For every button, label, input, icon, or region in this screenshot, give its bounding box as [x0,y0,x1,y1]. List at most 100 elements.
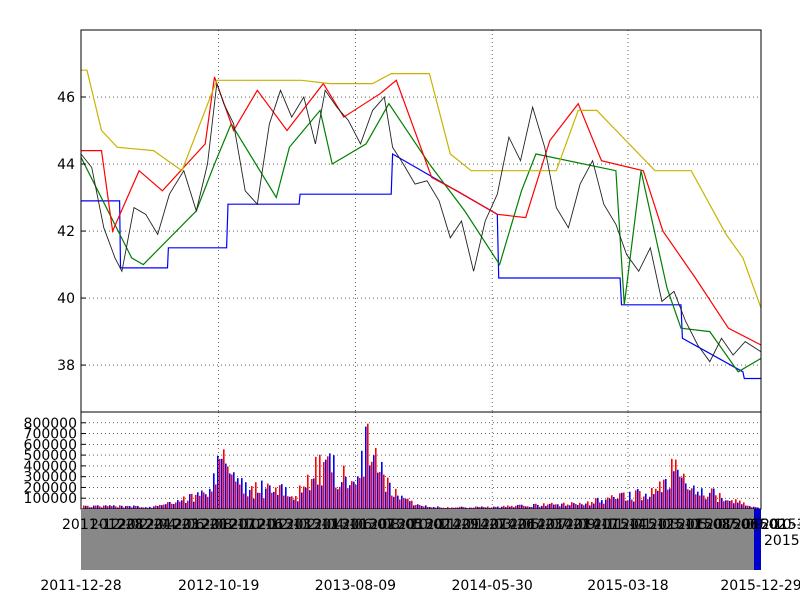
volume-bar [271,492,273,509]
volume-bar [325,459,327,509]
volume-bar [451,507,453,509]
volume-bar [675,459,677,509]
volume-bar [241,478,243,509]
volume-bar [211,491,213,509]
volume-bar [535,503,537,509]
volume-bar [655,488,657,509]
volume-bar [563,502,565,509]
volume-bar [273,491,275,509]
volume-bar [203,492,205,509]
volume-bar [667,489,669,509]
volume-bar [223,449,225,509]
volume-bar [695,494,697,509]
volume-bar [557,504,559,509]
volume-bar [129,506,131,509]
volume-bar [259,492,261,509]
volume-bar [361,450,363,509]
volume-bar [669,488,671,509]
volume-bar [407,498,409,509]
slider-handle[interactable] [754,509,761,570]
volume-bar [747,505,749,509]
volume-bar [519,504,521,509]
volume-bar [289,496,291,509]
price-series [80,69,762,380]
volume-bar [103,505,105,509]
volume-bar [339,486,341,509]
volume-bar [421,505,423,509]
volume-bar [197,492,199,509]
volume-bar [737,502,739,509]
volume-bar [581,504,583,509]
volume-bar [243,493,245,509]
volume-bar [427,507,429,509]
volume-bar [479,507,481,509]
volume-bar [127,505,129,509]
price-grid [81,30,761,412]
volume-bar [415,504,417,509]
volume-bar [571,502,573,509]
volume-bar [719,493,721,509]
volume-bar [343,465,345,509]
volume-bar [457,507,459,509]
volume-bar [729,500,731,509]
volume-bar [255,482,257,509]
volume-bar [733,503,735,509]
volume-bar [567,504,569,509]
volume-bar [353,481,355,509]
volume-bar [523,505,525,509]
volume-bar [183,496,185,509]
volume-bar [599,502,601,509]
volume-bar [139,507,141,509]
volume-y-tick-label: 600000 [24,437,77,453]
volume-bar [515,505,517,509]
volume-bar [323,462,325,509]
volume-bar [603,503,605,509]
volume-bar [227,466,229,509]
volume-y-tick-label: 300000 [24,470,77,486]
volume-bar [373,455,375,509]
volume-bar [511,505,513,509]
volume-bar [93,505,95,509]
volume-bar [735,499,737,509]
volume-bar [295,495,297,509]
volume-bar [587,501,589,509]
date-range-slider[interactable]: 2011-12-282012-02-242012-04-232012-06-20… [62,509,800,570]
volume-bar [149,506,151,509]
volume-bar [483,506,485,509]
volume-bar [195,494,197,509]
volume-bar [573,503,575,509]
volume-bar [331,472,333,509]
volume-bar [433,507,435,509]
volume-bar [281,484,283,509]
volume-bar [351,481,353,509]
volume-bars [83,423,759,509]
volume-bar [525,506,527,509]
volume-bar [391,495,393,509]
volume-bar [533,503,535,509]
volume-bar [585,503,587,509]
volume-bar [347,488,349,509]
volume-bar [481,506,483,509]
volume-y-tick-label: 500000 [24,448,77,464]
volume-bar [757,507,759,509]
slider-tick-label: 2014-05-23 [481,517,562,533]
volume-bar [225,463,227,509]
volume-bar [635,490,637,509]
slider-tick-label: 2015-05-08 [649,517,730,533]
volume-bar [641,500,643,509]
volume-bar [205,494,207,509]
volume-bar [275,487,277,509]
volume-bar [739,500,741,509]
price-y-axis: 38 40 42 44 46 [57,90,86,374]
volume-bar [301,492,303,509]
volume-bar [591,501,593,509]
volume-bar [277,494,279,509]
volume-bar [403,497,405,509]
price-y-tick-label: 38 [57,358,75,374]
volume-bar [509,506,511,509]
volume-bar [447,506,449,509]
volume-bar [377,472,379,509]
volume-y-axis: 1000002000003000004000005000006000007000… [24,416,86,507]
volume-bar [455,507,457,509]
slider-track[interactable] [81,509,761,570]
